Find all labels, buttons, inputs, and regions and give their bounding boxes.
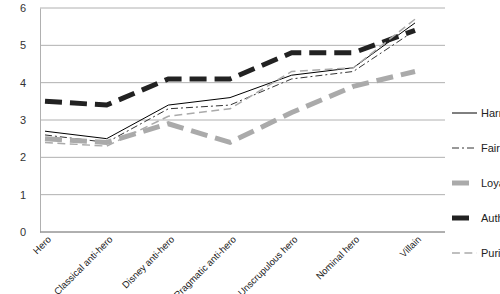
grid-line [40,194,445,195]
y-tick: 6 [20,2,40,14]
legend-label: Authority [481,212,500,224]
x-tick-label: Unscrupulous hero [236,234,300,294]
legend-swatch [452,181,477,186]
x-tick: Classical anti-hero [52,232,115,294]
grid-line [40,120,445,121]
grid-line [40,82,445,83]
legend-label: Harm [481,107,500,119]
grid-line [40,157,445,158]
legend-label: Purity [481,247,500,259]
x-tick-label: Pragmatic anti-hero [172,234,238,294]
x-tick-label: Hero [31,234,53,256]
series-line [45,30,415,142]
x-tick: Unscrupulous hero [236,232,300,294]
y-tick: 4 [20,77,40,89]
x-tick-label: Nominal hero [314,234,362,282]
x-tick: Villain [397,232,423,259]
y-tick-label: 2 [20,151,26,163]
y-tick: 0 [20,226,40,238]
x-tick: Disney anti-hero [120,232,177,290]
plot-lines [45,19,415,146]
series-line [45,23,415,139]
x-tick-label: Villain [397,234,423,260]
y-tick: 1 [20,189,40,201]
grid [40,8,445,232]
y-tick-label: 6 [20,2,26,14]
legend-swatch [452,216,477,221]
legend-swatch [452,252,477,254]
legend-item: Fairness [452,142,500,154]
x-tick-label: Disney anti-hero [120,234,177,291]
y-axis-line [40,9,41,233]
y-tick-label: 1 [20,189,26,201]
legend-label: Loyalty [481,177,500,189]
x-axis: HeroClassical anti-heroDisney anti-heroP… [31,232,445,294]
y-tick-label: 0 [20,226,26,238]
legend-label: Fairness [481,142,500,154]
legend-swatch [452,148,477,149]
y-axis: 0 1 2 3 4 5 6 [20,2,41,238]
series-line [45,19,415,146]
y-tick: 5 [20,39,40,51]
x-tick: Hero [31,232,53,256]
chart: 0 1 2 3 4 5 6 HeroClassical anti-heroDisney ant… [0,0,500,294]
legend-item: Harm [452,107,500,119]
grid-line [40,8,445,9]
x-tick: Nominal hero [314,232,362,281]
legend-item: Loyalty [452,177,500,189]
y-tick-label: 3 [20,114,26,126]
legend-swatch [452,113,477,114]
legend-item: Authority [452,212,500,224]
grid-line [40,232,445,233]
x-tick-label: Classical anti-hero [52,234,115,294]
series-line [45,30,415,105]
legend-item: Purity [452,247,500,259]
y-tick-label: 5 [20,39,26,51]
legend: Harm Fairness Loyalty Authority Purity [452,107,500,259]
y-tick: 2 [20,151,40,163]
y-tick-label: 4 [20,77,26,89]
y-tick: 3 [20,114,40,126]
x-axis-line [40,232,445,233]
x-tick: Pragmatic anti-hero [172,232,238,294]
